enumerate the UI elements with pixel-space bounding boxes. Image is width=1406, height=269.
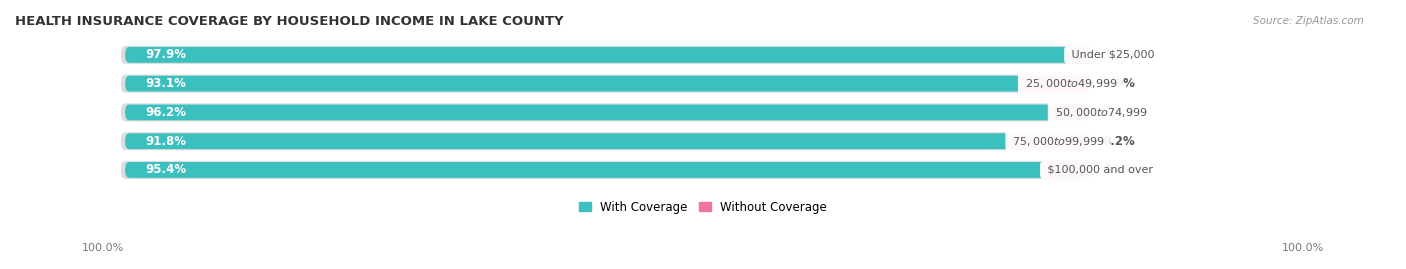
Text: 96.2%: 96.2% xyxy=(146,106,187,119)
Text: 3.8%: 3.8% xyxy=(1102,106,1135,119)
FancyBboxPatch shape xyxy=(1045,162,1088,178)
FancyBboxPatch shape xyxy=(125,76,1022,91)
FancyBboxPatch shape xyxy=(1022,76,1088,91)
Text: 97.9%: 97.9% xyxy=(146,48,187,61)
Text: $100,000 and over: $100,000 and over xyxy=(1045,165,1157,175)
Legend: With Coverage, Without Coverage: With Coverage, Without Coverage xyxy=(574,196,832,218)
Text: HEALTH INSURANCE COVERAGE BY HOUSEHOLD INCOME IN LAKE COUNTY: HEALTH INSURANCE COVERAGE BY HOUSEHOLD I… xyxy=(15,15,564,28)
Text: $25,000 to $49,999: $25,000 to $49,999 xyxy=(1022,77,1119,90)
FancyBboxPatch shape xyxy=(1052,105,1088,120)
FancyBboxPatch shape xyxy=(121,103,1092,122)
Text: 91.8%: 91.8% xyxy=(146,135,187,148)
FancyBboxPatch shape xyxy=(125,105,1052,120)
Text: $75,000 to $99,999: $75,000 to $99,999 xyxy=(1010,135,1107,148)
FancyBboxPatch shape xyxy=(125,162,1045,178)
FancyBboxPatch shape xyxy=(125,47,1069,63)
FancyBboxPatch shape xyxy=(125,133,1088,149)
Text: Source: ZipAtlas.com: Source: ZipAtlas.com xyxy=(1253,16,1364,26)
FancyBboxPatch shape xyxy=(125,76,1088,91)
Text: 2.1%: 2.1% xyxy=(1102,48,1135,61)
FancyBboxPatch shape xyxy=(121,132,1092,150)
Text: 100.0%: 100.0% xyxy=(1282,243,1324,253)
Text: 8.2%: 8.2% xyxy=(1102,135,1135,148)
Text: Under $25,000: Under $25,000 xyxy=(1069,50,1159,60)
Text: 95.4%: 95.4% xyxy=(146,164,187,176)
Text: $50,000 to $74,999: $50,000 to $74,999 xyxy=(1052,106,1149,119)
FancyBboxPatch shape xyxy=(121,75,1092,93)
FancyBboxPatch shape xyxy=(125,162,1088,178)
Text: 93.1%: 93.1% xyxy=(146,77,187,90)
FancyBboxPatch shape xyxy=(121,46,1092,64)
FancyBboxPatch shape xyxy=(125,133,1010,149)
Text: 6.9%: 6.9% xyxy=(1102,77,1135,90)
FancyBboxPatch shape xyxy=(121,161,1092,179)
FancyBboxPatch shape xyxy=(1069,47,1088,63)
Text: 4.6%: 4.6% xyxy=(1102,164,1135,176)
FancyBboxPatch shape xyxy=(125,105,1088,120)
FancyBboxPatch shape xyxy=(1010,133,1088,149)
Text: 100.0%: 100.0% xyxy=(82,243,124,253)
FancyBboxPatch shape xyxy=(125,47,1088,63)
